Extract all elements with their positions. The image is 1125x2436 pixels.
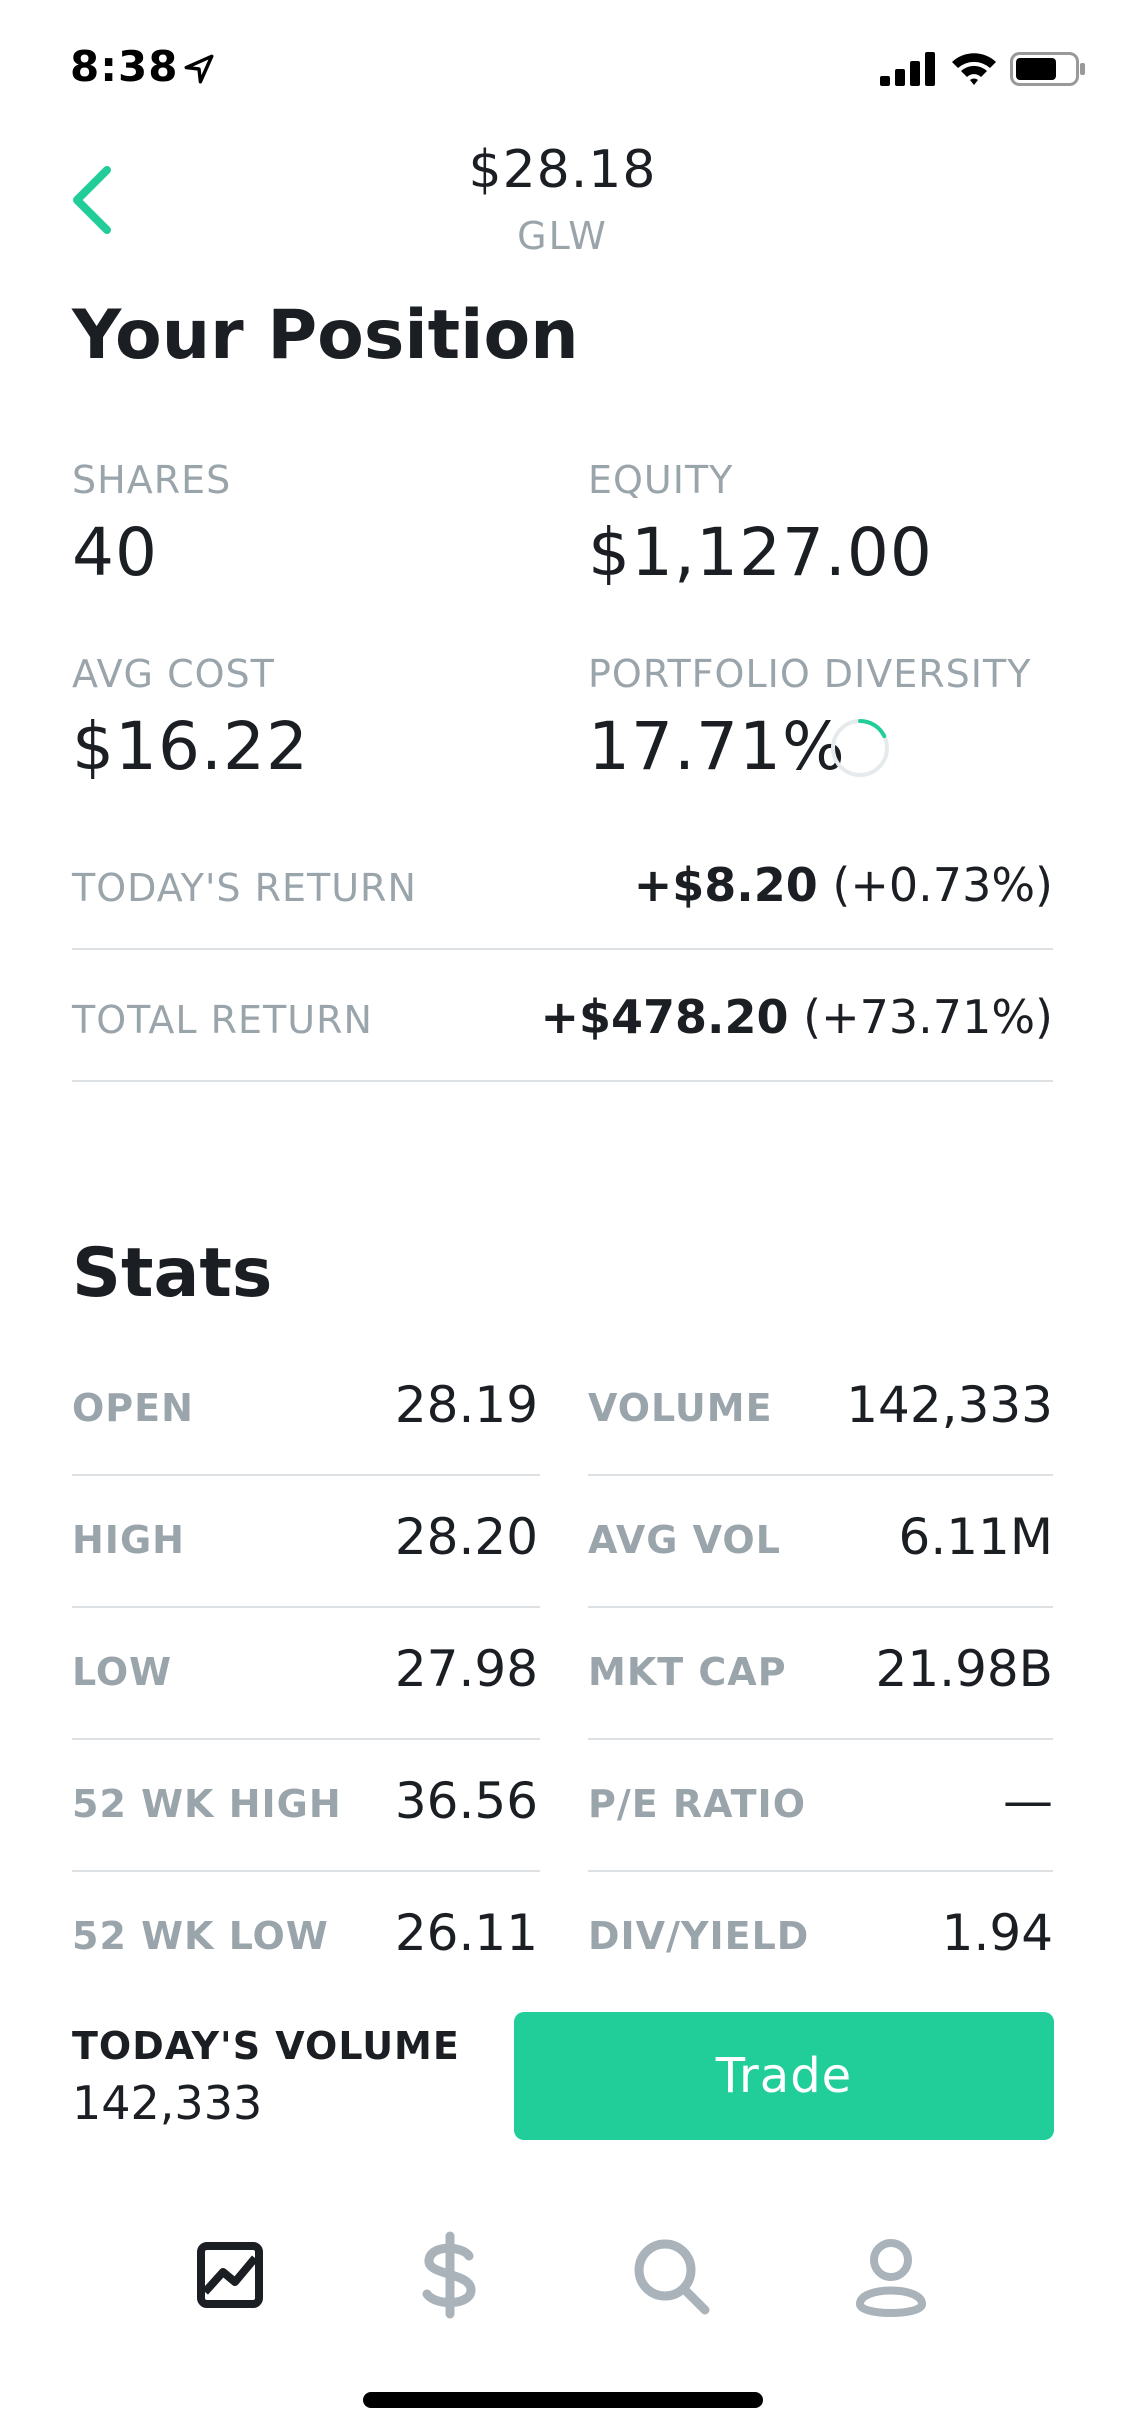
stat-label: VOLUME (588, 1386, 773, 1430)
stat-value: 6.11M (899, 1508, 1053, 1566)
divider (588, 1606, 1053, 1608)
stat-value: 1.94 (942, 1904, 1053, 1962)
todays-return-label: TODAY'S RETURN (72, 866, 417, 910)
total-return-label: TOTAL RETURN (72, 998, 373, 1042)
dollar-icon[interactable] (405, 2230, 495, 2320)
shares-label: SHARES (72, 458, 231, 502)
stat-label: AVG VOL (588, 1518, 781, 1562)
stat-value: 28.19 (395, 1376, 538, 1434)
stat-label: 52 WK HIGH (72, 1782, 342, 1826)
trade-button[interactable]: Trade (514, 2012, 1054, 2140)
todays-return-pct: (+0.73%) (832, 858, 1053, 912)
stat-value: 27.98 (395, 1640, 538, 1698)
divider (72, 1606, 540, 1608)
cellular-signal-icon (880, 52, 936, 86)
account-icon[interactable] (846, 2230, 936, 2320)
divider (588, 1738, 1053, 1740)
stat-label: OPEN (72, 1386, 194, 1430)
stat-label: DIV/YIELD (588, 1914, 809, 1958)
stat-value: 142,333 (846, 1376, 1053, 1434)
stat-label: MKT CAP (588, 1650, 787, 1694)
divider (72, 1870, 540, 1872)
stat-value: 36.56 (395, 1772, 538, 1830)
todays-volume-value: 142,333 (72, 2076, 262, 2130)
divider (72, 1738, 540, 1740)
total-return-amount: +$478.20 (540, 990, 788, 1044)
total-return-value: +$478.20 (+73.71%) (540, 990, 1053, 1044)
todays-return-value: +$8.20 (+0.73%) (634, 858, 1053, 912)
total-return-pct: (+73.71%) (803, 990, 1053, 1044)
stat-value: 21.98B (876, 1640, 1053, 1698)
header-price: $28.18 (0, 140, 1125, 200)
stats-section-title: Stats (72, 1234, 272, 1313)
stat-label: LOW (72, 1650, 172, 1694)
position-section-title: Your Position (72, 296, 579, 375)
chart-icon[interactable] (185, 2230, 275, 2320)
status-time: 8:38 (70, 42, 178, 91)
divider (72, 1474, 540, 1476)
todays-volume-label: TODAY'S VOLUME (72, 2024, 460, 2068)
todays-return-amount: +$8.20 (634, 858, 818, 912)
home-indicator (363, 2392, 763, 2408)
equity-value: $1,127.00 (588, 514, 933, 591)
divider (72, 1080, 1053, 1082)
stat-value: — (1003, 1772, 1053, 1830)
diversity-label: PORTFOLIO DIVERSITY (588, 652, 1031, 696)
shares-value: 40 (72, 514, 158, 591)
divider (588, 1870, 1053, 1872)
stat-label: HIGH (72, 1518, 185, 1562)
divider (588, 1474, 1053, 1476)
stat-value: 28.20 (395, 1508, 538, 1566)
diversity-value: 17.71% (588, 708, 846, 785)
header-ticker: GLW (0, 214, 1125, 258)
equity-label: EQUITY (588, 458, 733, 502)
stat-value: 26.11 (395, 1904, 538, 1962)
status-bar: 8:38 (0, 0, 1125, 132)
wifi-icon (950, 50, 998, 86)
battery-icon (1010, 52, 1086, 86)
search-icon[interactable] (625, 2230, 715, 2320)
location-arrow-icon (182, 52, 216, 86)
divider (72, 948, 1053, 950)
diversity-ring-icon (828, 716, 892, 780)
avg-cost-label: AVG COST (72, 652, 275, 696)
stat-label: P/E RATIO (588, 1782, 806, 1826)
avg-cost-value: $16.22 (72, 708, 309, 785)
stat-label: 52 WK LOW (72, 1914, 329, 1958)
